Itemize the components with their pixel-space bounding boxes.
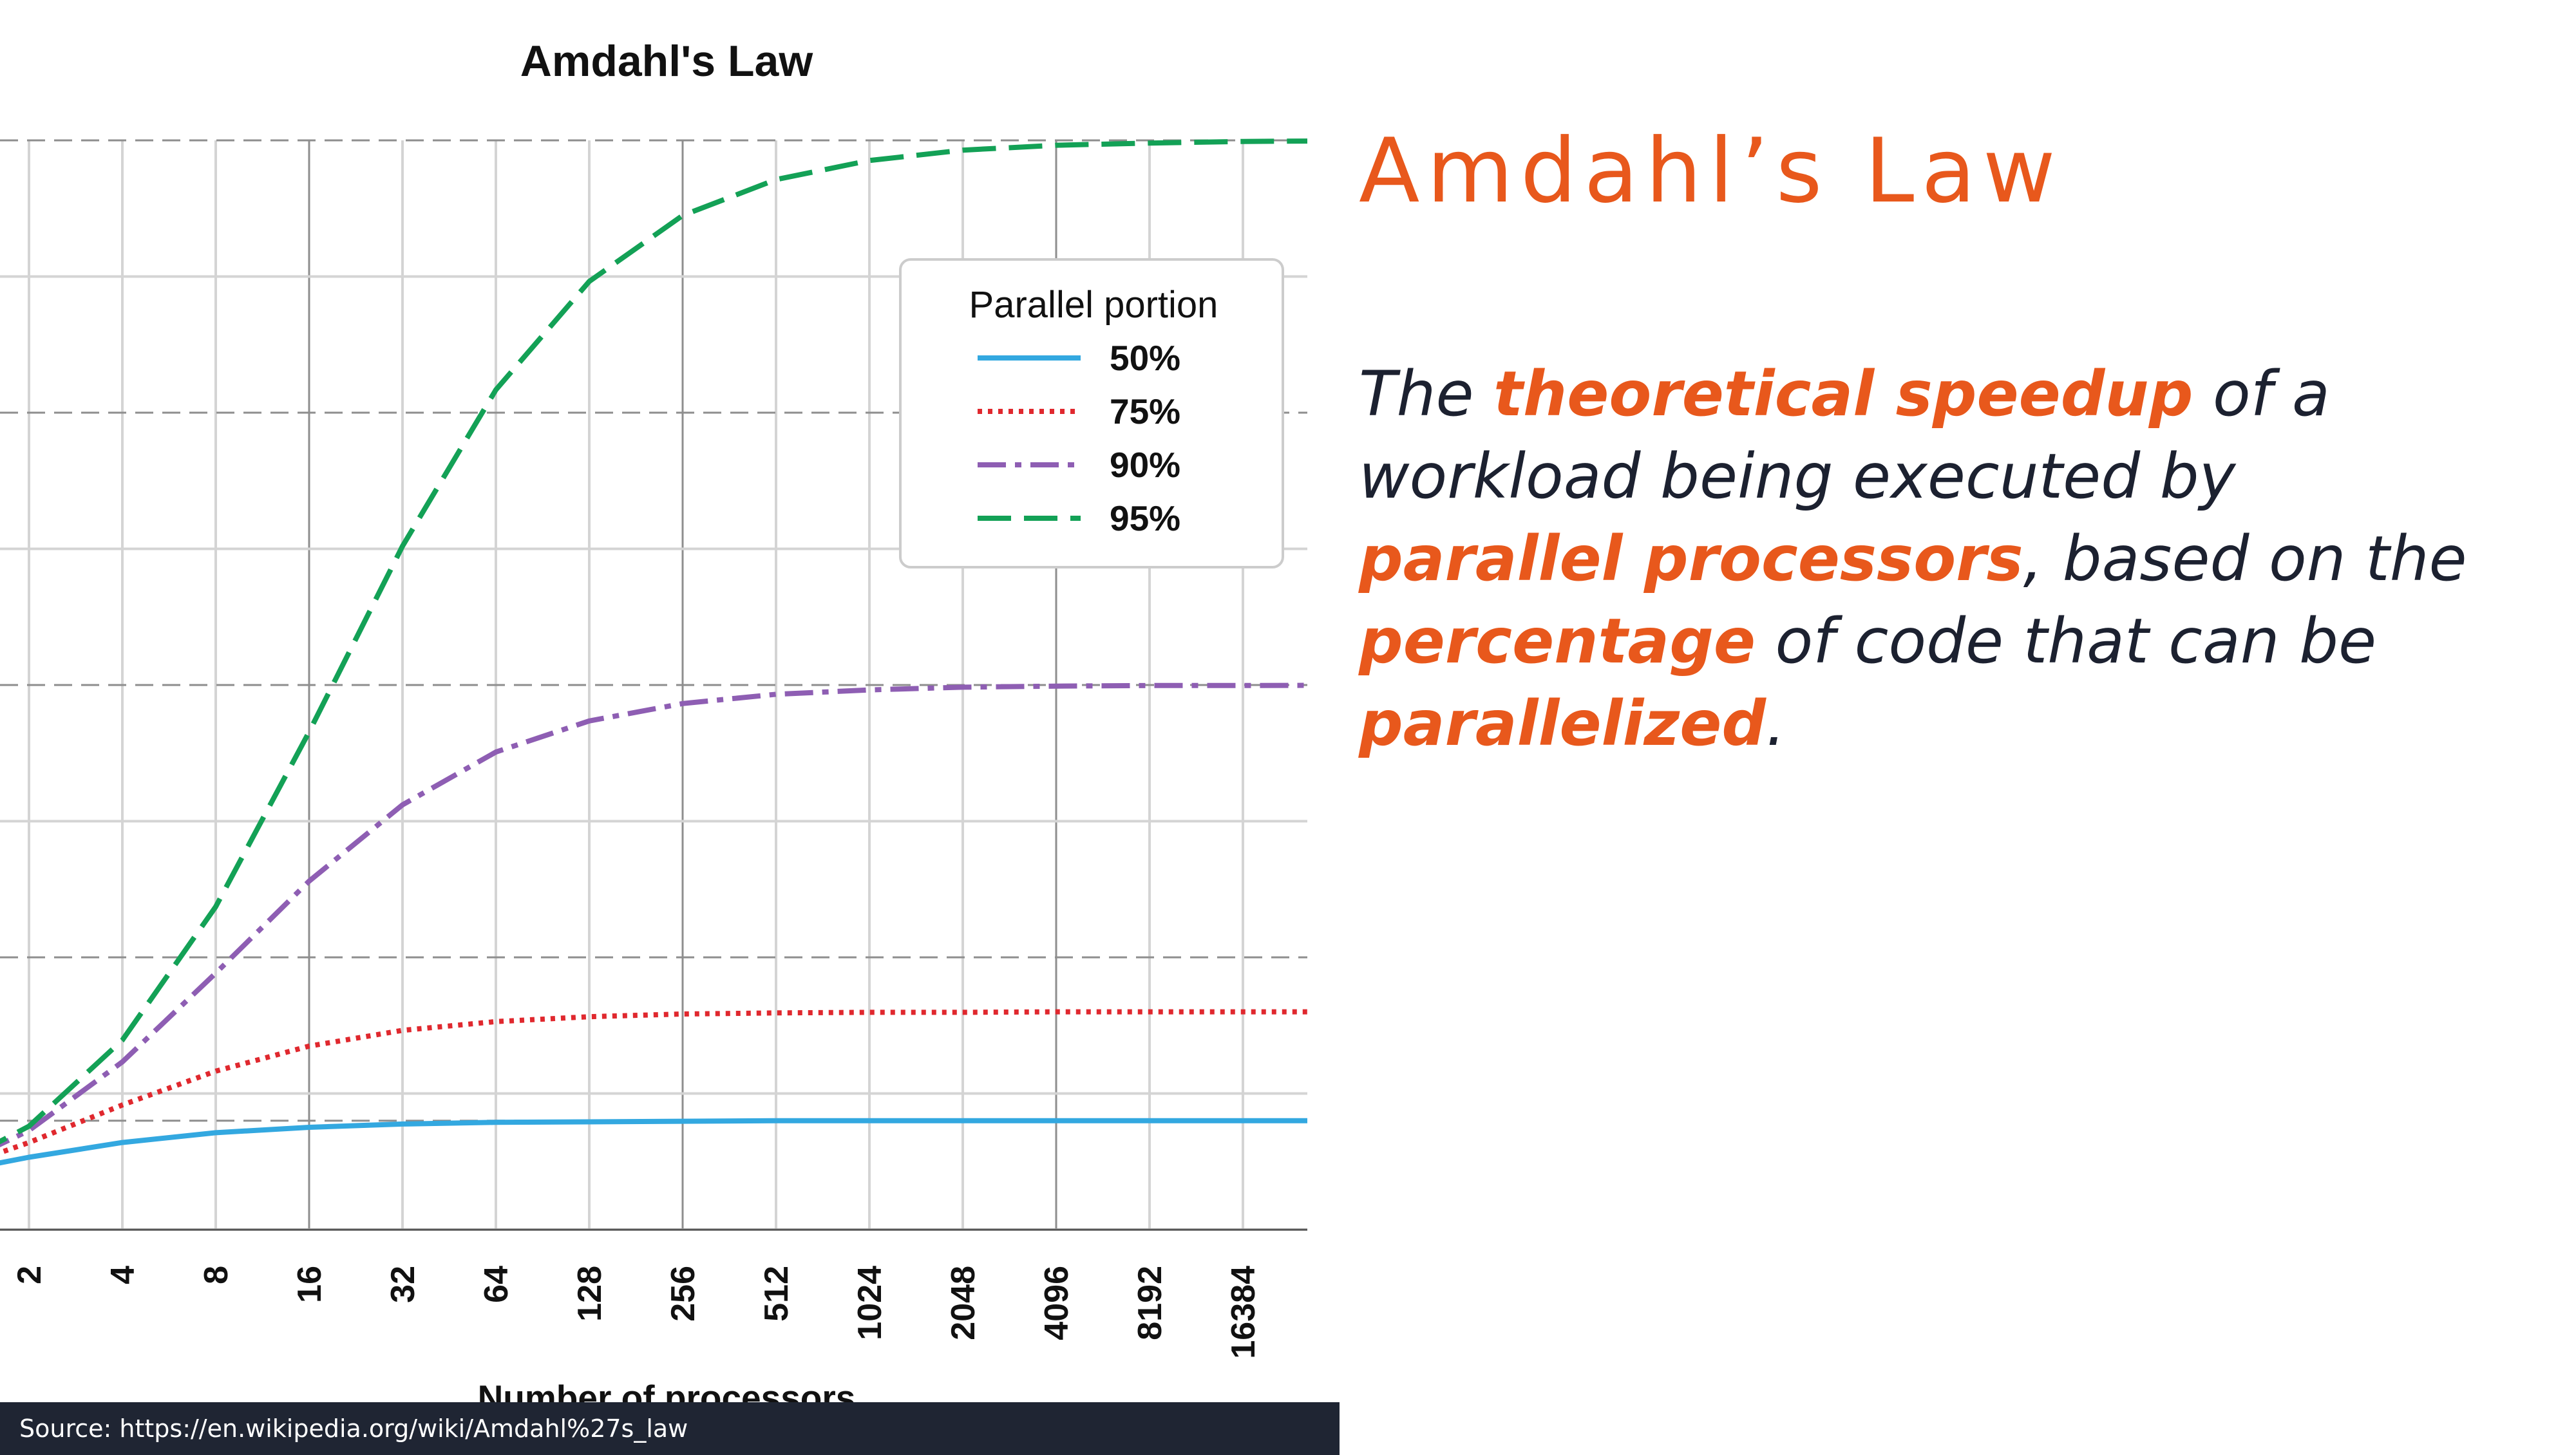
- x-tick-label: 256: [665, 1266, 702, 1322]
- legend-title: Parallel portion: [969, 284, 1218, 326]
- series-line-75pct: [0, 1009, 1307, 1156]
- legend-box: [899, 258, 1284, 568]
- legend-label: 50%: [1110, 338, 1180, 378]
- series-line-95pct: [0, 138, 1307, 1145]
- x-tick-label: 8192: [1132, 1266, 1169, 1340]
- legend-label: 75%: [1110, 391, 1180, 431]
- x-tick-label: 512: [758, 1266, 795, 1322]
- x-tick-label: 16: [291, 1266, 328, 1303]
- body-emphasis-parallel-processors: parallel processors: [1359, 523, 2023, 595]
- slide-body: The theoretical speedup of a workload be…: [1359, 353, 2518, 765]
- body-text-4: of code that can be: [1756, 605, 2377, 677]
- legend-label: 95%: [1110, 498, 1180, 538]
- x-tick-label: 4096: [1038, 1266, 1075, 1340]
- series-line-90pct: [0, 682, 1307, 1147]
- chart-svg: 2 4 8 16 32 64 128 256 512 1024 2048 4096 8192 16384 A…: [0, 37, 1307, 1418]
- slide-title: Amdahl’s Law: [1359, 119, 2063, 223]
- x-tick-label: 64: [478, 1266, 515, 1303]
- series-line-50pct: [0, 1118, 1307, 1166]
- x-tick-label: 128: [571, 1266, 609, 1322]
- body-text-3: , based on the: [2023, 523, 2467, 595]
- body-emphasis-percentage: percentage: [1359, 605, 1756, 677]
- x-tick-label: 8: [198, 1266, 235, 1284]
- x-tick-label: 4: [104, 1266, 142, 1284]
- x-tick-label: 32: [384, 1266, 422, 1303]
- legend-label: 90%: [1110, 445, 1180, 485]
- chart-title: Amdahl's Law: [520, 37, 814, 86]
- x-tick-label: 2048: [945, 1266, 982, 1340]
- x-tick-label: 2: [11, 1266, 48, 1284]
- x-tick-label: 16384: [1225, 1266, 1262, 1359]
- body-text-2: of a workload being executed by: [1359, 358, 2330, 512]
- amdahl-chart: 2 4 8 16 32 64 128 256 512 1024 2048 4096 8192 16384 A…: [0, 37, 1307, 1418]
- body-emphasis-parallelized: parallelized: [1359, 688, 1766, 760]
- x-tick-label: 1024: [851, 1266, 889, 1340]
- body-emphasis-theoretical-speedup: theoretical speedup: [1493, 358, 2193, 430]
- body-text-1: The: [1359, 358, 1494, 430]
- body-text-5: .: [1766, 688, 1786, 760]
- source-bar: Source: https://en.wikipedia.org/wiki/Am…: [0, 1402, 1340, 1455]
